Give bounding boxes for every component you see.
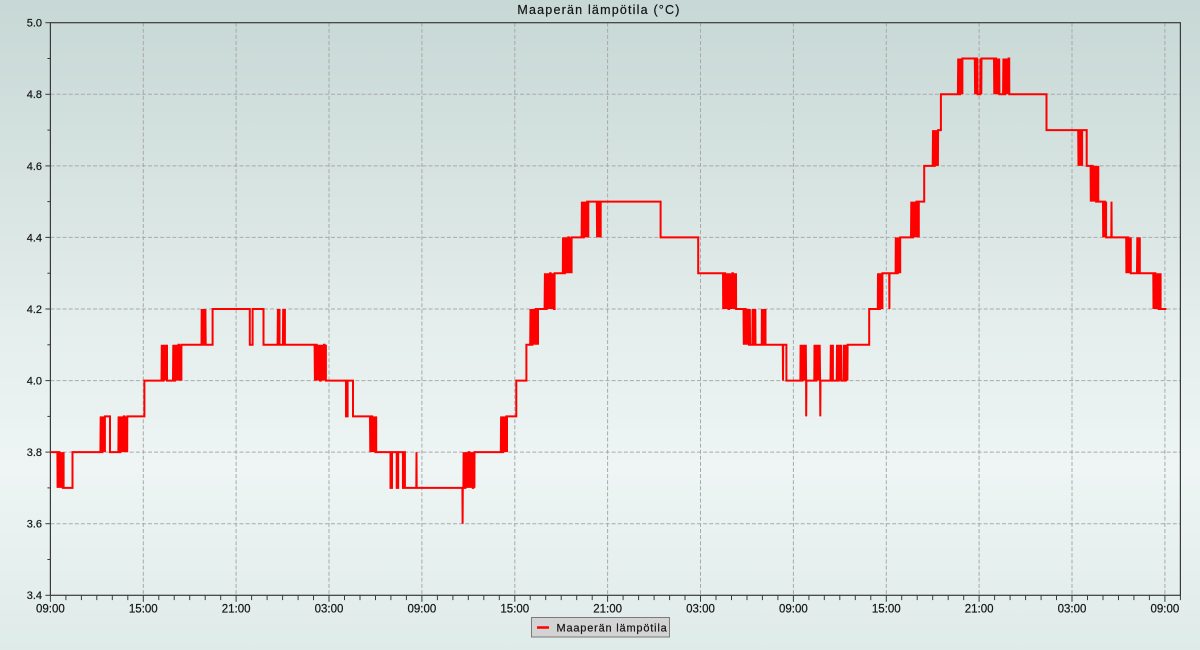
- svg-text:4.4: 4.4: [27, 232, 42, 244]
- svg-text:5.0: 5.0: [27, 18, 42, 30]
- svg-text:03:00: 03:00: [1058, 604, 1087, 616]
- svg-text:3.8: 3.8: [27, 447, 42, 459]
- svg-text:21:00: 21:00: [965, 604, 994, 616]
- svg-text:Maaperän lämpötila (°C): Maaperän lämpötila (°C): [517, 3, 680, 17]
- svg-text:09:00: 09:00: [779, 604, 808, 616]
- svg-text:09:00: 09:00: [408, 604, 437, 616]
- svg-text:4.6: 4.6: [27, 161, 42, 173]
- svg-text:15:00: 15:00: [872, 604, 901, 616]
- svg-text:3.6: 3.6: [27, 519, 42, 531]
- svg-text:09:00: 09:00: [1151, 604, 1180, 616]
- svg-text:09:00: 09:00: [36, 604, 65, 616]
- svg-text:4.2: 4.2: [27, 304, 42, 316]
- svg-text:21:00: 21:00: [222, 604, 251, 616]
- svg-text:03:00: 03:00: [686, 604, 715, 616]
- svg-text:Maaperän lämpötila: Maaperän lämpötila: [557, 623, 668, 635]
- svg-text:03:00: 03:00: [315, 604, 344, 616]
- svg-text:4.8: 4.8: [27, 89, 42, 101]
- svg-text:15:00: 15:00: [129, 604, 158, 616]
- svg-text:3.4: 3.4: [27, 590, 42, 602]
- svg-text:21:00: 21:00: [593, 604, 622, 616]
- svg-text:15:00: 15:00: [500, 604, 529, 616]
- svg-text:4.0: 4.0: [27, 376, 42, 388]
